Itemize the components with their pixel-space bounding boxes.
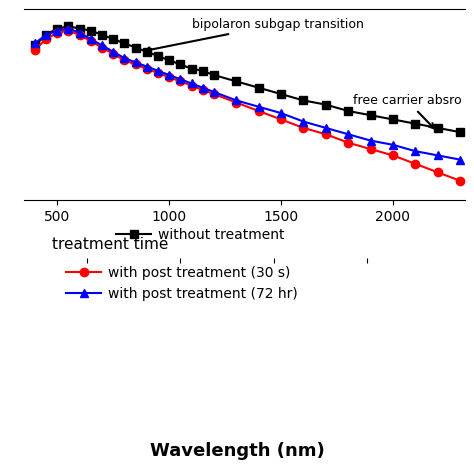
Text: Wavelength (nm): Wavelength (nm) (150, 442, 324, 460)
Legend: with post treatment (30 s), with post treatment (72 hr): with post treatment (30 s), with post tr… (61, 260, 303, 306)
Text: free carrier absro: free carrier absro (353, 94, 461, 128)
Text: bipolaron subgap transition: bipolaron subgap transition (145, 18, 364, 52)
Text: treatment time: treatment time (52, 237, 169, 252)
